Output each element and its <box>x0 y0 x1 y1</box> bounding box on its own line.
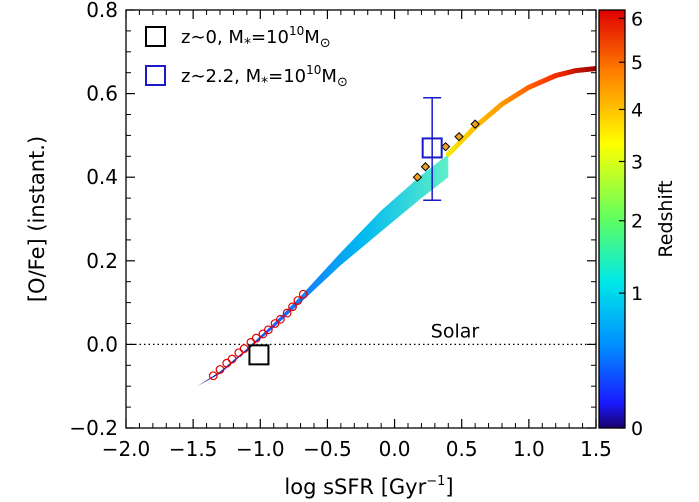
legend-text-sup: 10 <box>289 24 304 38</box>
track-circle-marker <box>258 329 268 339</box>
track-diamond-marker <box>454 131 464 142</box>
y-tick-label: 0.6 <box>86 82 118 106</box>
redshift-track-band <box>197 154 449 387</box>
legend-marker <box>145 65 166 86</box>
y-tick-label: 0.8 <box>86 0 118 22</box>
track-circle-marker <box>251 333 261 343</box>
colorbar-tick-label: 5 <box>631 52 643 74</box>
y-tick-label: 0.4 <box>86 165 118 189</box>
track-circle-marker <box>282 308 292 318</box>
track-circle-marker <box>263 325 273 335</box>
x-tick-label: −0.5 <box>303 437 352 461</box>
colorbar-tick-label: 1 <box>631 283 643 305</box>
x-axis-title: log sSFR [Gyr−1] <box>284 474 453 499</box>
x-axis-title-close: ] <box>445 475 453 499</box>
x-tick-label: −2.0 <box>102 437 151 461</box>
legend-text-end: M <box>321 66 337 87</box>
track-circle-marker <box>298 289 308 299</box>
legend-text-mid: =10 <box>268 66 306 87</box>
track-circle-marker <box>215 365 225 374</box>
legend-text-prefix: z∼0, M <box>181 27 244 48</box>
legend-entry-label: z∼0, M*=1010M⊙ <box>181 24 331 52</box>
plot-data-layer <box>126 66 596 387</box>
colorbar-tick-label: 4 <box>631 99 643 121</box>
legend: z∼0, M*=1010M⊙z∼2.2, M*=1010M⊙ <box>145 24 348 91</box>
y-axis-title: [O/Fe] (instant.) <box>25 136 49 302</box>
redshift-track-high-z <box>445 66 596 157</box>
track-circle-marker <box>239 344 249 353</box>
x-tick-label: −1.5 <box>169 437 218 461</box>
x-axis-title-exponent: −1 <box>426 474 445 489</box>
x-tick-label: 0.5 <box>446 437 478 461</box>
track-circle-marker <box>234 348 244 358</box>
solar-label: Solar <box>431 320 480 342</box>
track-diamond-marker <box>420 162 431 172</box>
legend-entry-label: z∼2.2, M*=1010M⊙ <box>181 63 348 91</box>
legend-text-end: M <box>304 27 320 48</box>
legend-text-sup: 10 <box>306 63 321 77</box>
track-diamond-marker <box>412 172 423 182</box>
colorbar: 0 1 2 3 4 5 6 <box>598 8 643 440</box>
y-tick-label: 0.0 <box>86 332 118 356</box>
legend-text-prefix: z∼2.2, M <box>181 66 261 87</box>
track-circle-marker <box>293 296 303 305</box>
legend-text-sub: * <box>261 75 268 91</box>
colorbar-tick-label: 0 <box>631 418 643 440</box>
track-circle-marker <box>227 354 237 364</box>
x-tick-label: 1.5 <box>580 437 612 461</box>
legend-text-end-symbol: ⊙ <box>320 36 331 51</box>
track-diamond-marker <box>470 119 480 129</box>
track-diamond-marker <box>440 141 451 152</box>
y-tick-label: −0.2 <box>69 416 118 440</box>
y-tick-label: 0.2 <box>86 249 118 273</box>
x-tick-label: −1.0 <box>236 437 285 461</box>
colorbar-tick-label: 3 <box>631 151 643 173</box>
track-circle-marker <box>288 302 297 312</box>
colorbar-gradient <box>599 10 625 428</box>
x-tick-label: 0.0 <box>379 437 411 461</box>
observation-square-marker <box>248 344 270 366</box>
legend-text-end-symbol: ⊙ <box>337 75 348 90</box>
colorbar-tick-label: 2 <box>631 211 643 233</box>
colorbar-title: Redshift <box>655 180 677 257</box>
track-circle-marker <box>270 319 280 328</box>
x-axis-title-main: log sSFR [Gyr <box>284 475 426 499</box>
colorbar-frame <box>598 9 626 429</box>
plot-area: Solar −2.0 −1.5 −1.0 −0.5 0.0 0.5 1.0 1.5 −0.2 0.0… <box>69 0 611 461</box>
track-circle-marker <box>276 314 285 324</box>
track-circle-marker <box>222 358 232 368</box>
legend-marker <box>145 26 166 47</box>
track-circle-marker <box>208 371 218 381</box>
x-tick-label: 1.0 <box>513 437 545 461</box>
colorbar-tick-label: 6 <box>631 8 643 30</box>
observation-square-marker <box>421 137 443 159</box>
legend-text-sub: * <box>244 36 251 52</box>
legend-text-mid: =10 <box>251 27 289 48</box>
